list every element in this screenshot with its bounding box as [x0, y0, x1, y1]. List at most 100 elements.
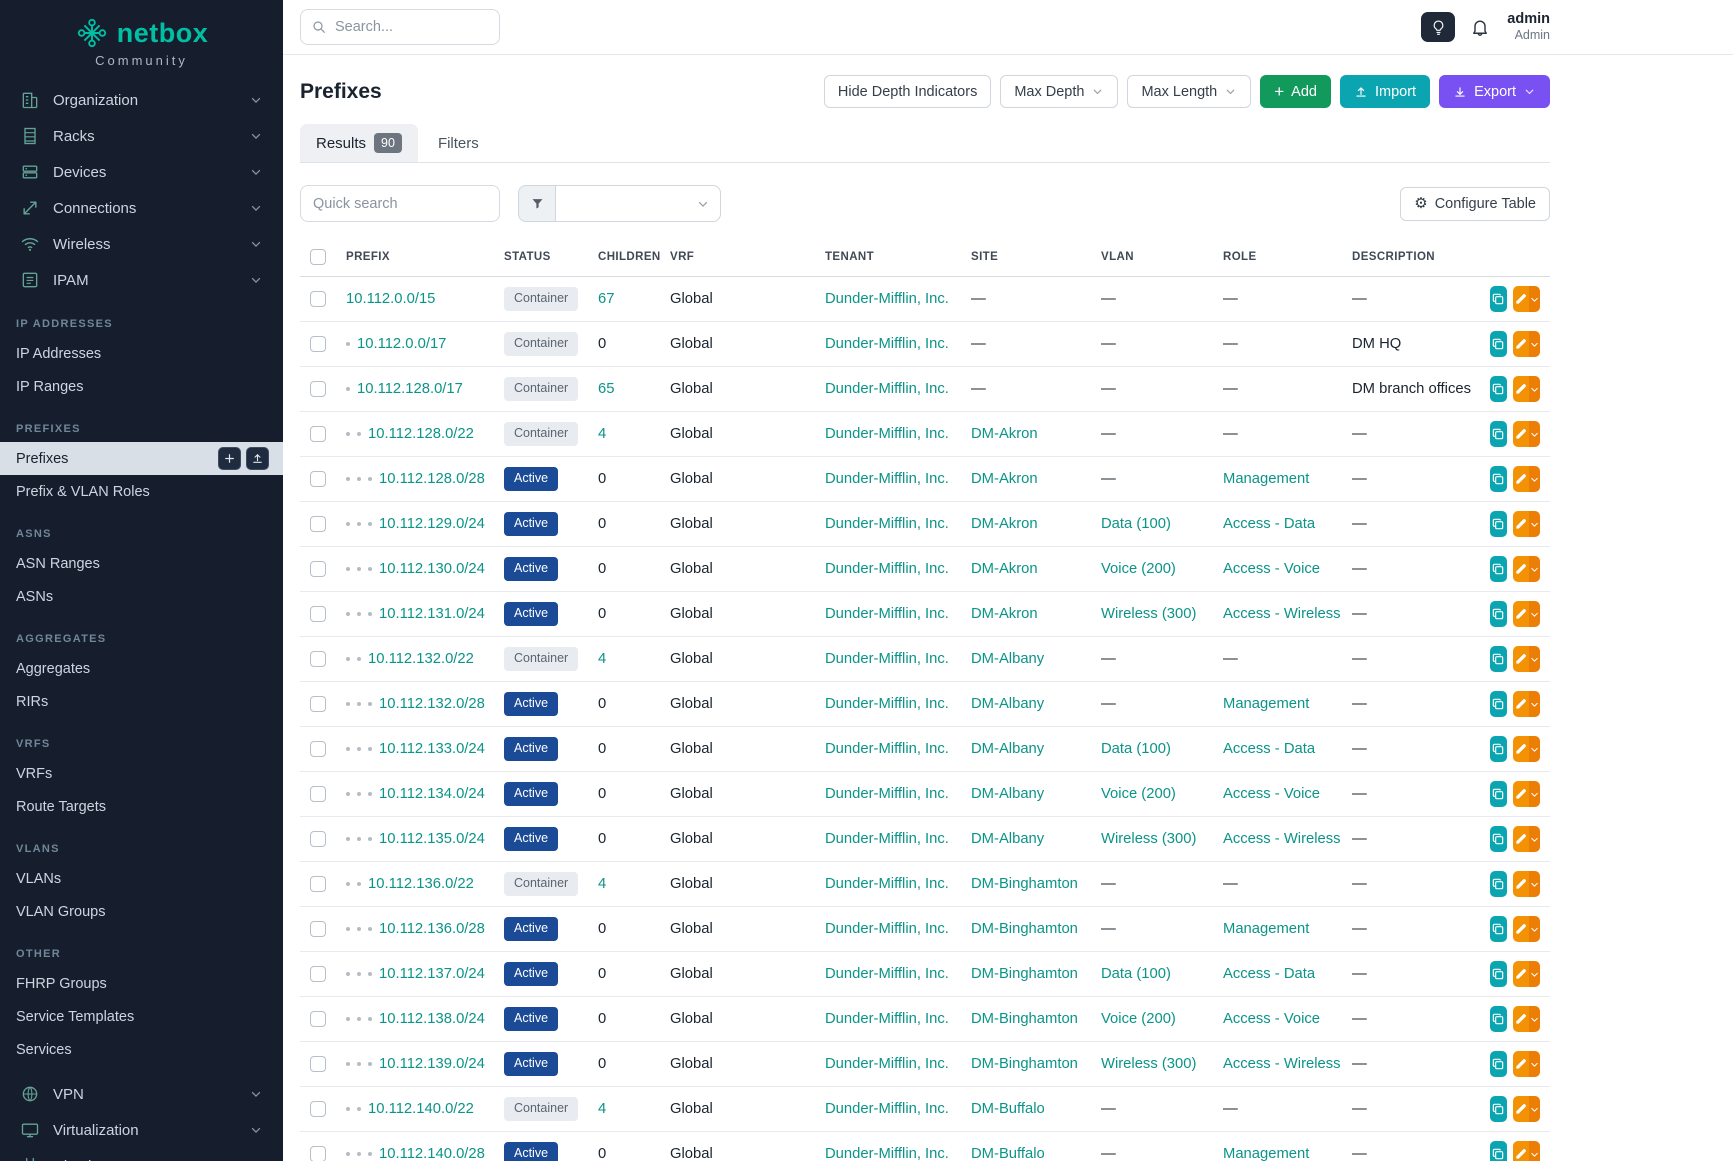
sidebar-item-vpn[interactable]: VPN: [0, 1076, 283, 1112]
children-count-link[interactable]: 4: [598, 1101, 606, 1117]
sidebar-item-service-templates[interactable]: Service Templates: [0, 1000, 283, 1033]
max-length-dropdown[interactable]: Max Length: [1127, 75, 1251, 108]
tab-filters[interactable]: Filters: [422, 124, 495, 162]
vlan-link[interactable]: Voice (200): [1101, 561, 1176, 577]
site-link[interactable]: DM-Buffalo: [971, 1146, 1045, 1161]
prefix-link[interactable]: 10.112.133.0/24: [379, 741, 485, 757]
children-count-link[interactable]: 65: [598, 381, 614, 397]
role-link[interactable]: Management: [1223, 921, 1309, 937]
role-link[interactable]: Access - Wireless: [1223, 606, 1341, 622]
tenant-link[interactable]: Dunder-Mifflin, Inc.: [825, 606, 949, 622]
row-checkbox[interactable]: [310, 1011, 326, 1027]
sidebar-item-connections[interactable]: Connections: [0, 190, 283, 226]
edit-dropdown-button[interactable]: [1529, 466, 1540, 492]
tenant-link[interactable]: Dunder-Mifflin, Inc.: [825, 786, 949, 802]
copy-button[interactable]: [1490, 916, 1507, 942]
prefix-link[interactable]: 10.112.138.0/24: [379, 1011, 485, 1027]
row-checkbox[interactable]: [310, 291, 326, 307]
prefix-link[interactable]: 10.112.135.0/24: [379, 831, 485, 847]
sidebar-item-vrfs[interactable]: VRFs: [0, 757, 283, 790]
edit-dropdown-button[interactable]: [1529, 376, 1540, 402]
select-all-checkbox[interactable]: [310, 249, 326, 265]
vlan-link[interactable]: Wireless (300): [1101, 1056, 1196, 1072]
sidebar-item-devices[interactable]: Devices: [0, 154, 283, 190]
sidebar-item-services[interactable]: Services: [0, 1033, 283, 1066]
row-checkbox[interactable]: [310, 831, 326, 847]
tenant-link[interactable]: Dunder-Mifflin, Inc.: [825, 696, 949, 712]
user-menu[interactable]: admin Admin: [1507, 10, 1550, 44]
prefix-link[interactable]: 10.112.0.0/17: [357, 336, 446, 352]
edit-dropdown-button[interactable]: [1529, 511, 1540, 537]
edit-button[interactable]: [1513, 511, 1530, 537]
edit-dropdown-button[interactable]: [1529, 1051, 1540, 1077]
column-header-tenant[interactable]: TENANT: [815, 238, 961, 277]
site-link[interactable]: DM-Akron: [971, 471, 1038, 487]
role-link[interactable]: Management: [1223, 1146, 1309, 1161]
role-link[interactable]: Management: [1223, 471, 1309, 487]
export-button[interactable]: Export: [1439, 75, 1550, 108]
prefix-link[interactable]: 10.112.132.0/22: [368, 651, 474, 667]
prefix-link[interactable]: 10.112.132.0/28: [379, 696, 485, 712]
copy-button[interactable]: [1490, 601, 1507, 627]
copy-button[interactable]: [1490, 466, 1507, 492]
edit-button[interactable]: [1513, 1141, 1530, 1161]
tenant-link[interactable]: Dunder-Mifflin, Inc.: [825, 876, 949, 892]
column-header-site[interactable]: SITE: [961, 238, 1091, 277]
row-checkbox[interactable]: [310, 921, 326, 937]
edit-button[interactable]: [1513, 556, 1530, 582]
edit-dropdown-button[interactable]: [1529, 556, 1540, 582]
site-link[interactable]: DM-Binghamton: [971, 921, 1078, 937]
prefix-link[interactable]: 10.112.139.0/24: [379, 1056, 485, 1072]
site-link[interactable]: DM-Albany: [971, 651, 1044, 667]
site-link[interactable]: DM-Akron: [971, 516, 1038, 532]
tenant-link[interactable]: Dunder-Mifflin, Inc.: [825, 1146, 949, 1161]
row-checkbox[interactable]: [310, 876, 326, 892]
copy-button[interactable]: [1490, 781, 1507, 807]
sidebar-item-vlan-groups[interactable]: VLAN Groups: [0, 895, 283, 928]
copy-button[interactable]: [1490, 331, 1507, 357]
prefix-link[interactable]: 10.112.131.0/24: [379, 606, 485, 622]
prefix-link[interactable]: 10.112.129.0/24: [379, 516, 485, 532]
vlan-link[interactable]: Voice (200): [1101, 1011, 1176, 1027]
prefix-link[interactable]: 10.112.137.0/24: [379, 966, 485, 982]
role-link[interactable]: Access - Data: [1223, 516, 1315, 532]
edit-button[interactable]: [1513, 601, 1530, 627]
site-link[interactable]: DM-Binghamton: [971, 1056, 1078, 1072]
sidebar-item-asn-ranges[interactable]: ASN Ranges: [0, 547, 283, 580]
copy-button[interactable]: [1490, 1141, 1507, 1161]
row-checkbox[interactable]: [310, 606, 326, 622]
edit-button[interactable]: [1513, 1051, 1530, 1077]
tenant-link[interactable]: Dunder-Mifflin, Inc.: [825, 516, 949, 532]
prefix-link[interactable]: 10.112.128.0/28: [379, 471, 485, 487]
edit-dropdown-button[interactable]: [1529, 286, 1540, 312]
row-checkbox[interactable]: [310, 1056, 326, 1072]
tenant-link[interactable]: Dunder-Mifflin, Inc.: [825, 966, 949, 982]
edit-button[interactable]: [1513, 331, 1530, 357]
role-link[interactable]: Access - Voice: [1223, 1011, 1320, 1027]
brand[interactable]: netbox: [0, 16, 283, 50]
edit-button[interactable]: [1513, 871, 1530, 897]
edit-button[interactable]: [1513, 646, 1530, 672]
site-link[interactable]: DM-Binghamton: [971, 1011, 1078, 1027]
sidebar-item-virtualization[interactable]: Virtualization: [0, 1112, 283, 1148]
copy-button[interactable]: [1490, 1051, 1507, 1077]
children-count-link[interactable]: 4: [598, 426, 606, 442]
edit-dropdown-button[interactable]: [1529, 1096, 1540, 1122]
tenant-link[interactable]: Dunder-Mifflin, Inc.: [825, 741, 949, 757]
copy-button[interactable]: [1490, 376, 1507, 402]
edit-button[interactable]: [1513, 286, 1530, 312]
edit-dropdown-button[interactable]: [1529, 601, 1540, 627]
edit-dropdown-button[interactable]: [1529, 1141, 1540, 1161]
copy-button[interactable]: [1490, 736, 1507, 762]
row-checkbox[interactable]: [310, 696, 326, 712]
column-header-children[interactable]: CHILDREN: [588, 238, 660, 277]
sidebar-item-wireless[interactable]: Wireless: [0, 226, 283, 262]
edit-button[interactable]: [1513, 421, 1530, 447]
tenant-link[interactable]: Dunder-Mifflin, Inc.: [825, 1056, 949, 1072]
edit-button[interactable]: [1513, 826, 1530, 852]
edit-dropdown-button[interactable]: [1529, 1006, 1540, 1032]
search-input[interactable]: [335, 19, 489, 35]
column-header-role[interactable]: ROLE: [1213, 238, 1342, 277]
row-checkbox[interactable]: [310, 1101, 326, 1117]
prefix-link[interactable]: 10.112.136.0/28: [379, 921, 485, 937]
